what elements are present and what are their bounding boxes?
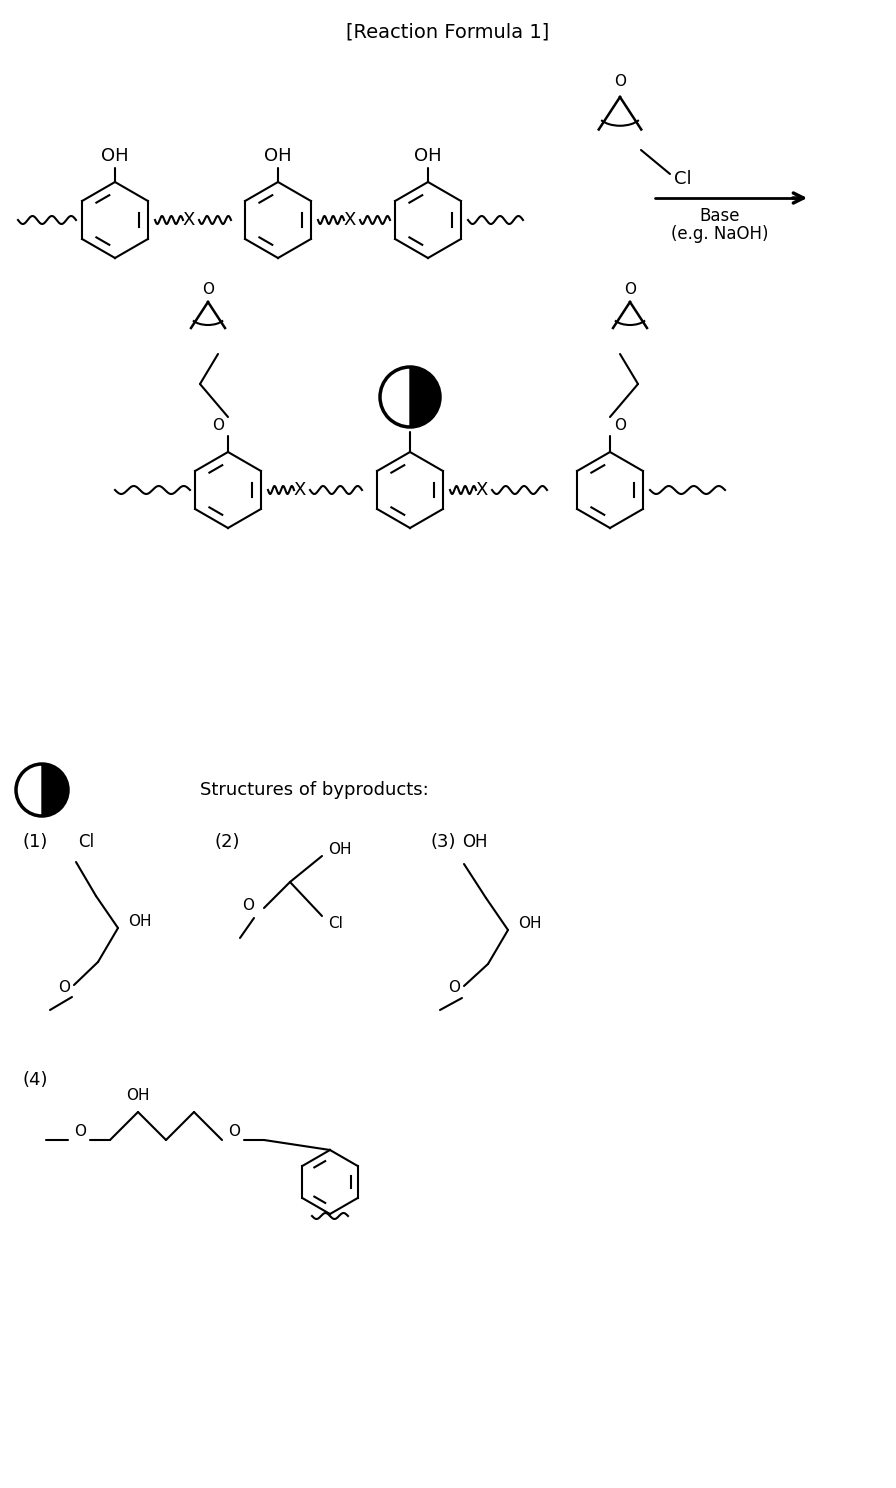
- Text: OH: OH: [328, 842, 352, 857]
- Text: O: O: [614, 418, 626, 433]
- Text: O: O: [74, 1125, 86, 1140]
- Text: Cl: Cl: [78, 833, 94, 851]
- Text: OH: OH: [518, 917, 542, 931]
- Text: Structures of byproducts:: Structures of byproducts:: [200, 781, 429, 799]
- Text: O: O: [624, 283, 636, 298]
- Text: OH: OH: [264, 147, 292, 165]
- Text: X: X: [476, 481, 488, 498]
- Text: OH: OH: [414, 147, 442, 165]
- Text: O: O: [448, 981, 460, 995]
- Text: O: O: [614, 74, 626, 89]
- Text: OH: OH: [126, 1089, 150, 1104]
- Circle shape: [380, 368, 440, 427]
- Text: X: X: [183, 211, 195, 229]
- Text: OH: OH: [128, 915, 151, 930]
- Text: (e.g. NaOH): (e.g. NaOH): [671, 225, 769, 243]
- Text: OH: OH: [101, 147, 129, 165]
- Circle shape: [16, 763, 68, 815]
- Text: O: O: [202, 283, 214, 298]
- Text: [Reaction Formula 1]: [Reaction Formula 1]: [347, 22, 549, 42]
- Text: O: O: [228, 1125, 240, 1140]
- Text: Cl: Cl: [329, 917, 343, 931]
- Text: X: X: [344, 211, 357, 229]
- Text: (4): (4): [22, 1071, 47, 1089]
- Text: O: O: [212, 418, 224, 433]
- Text: Cl: Cl: [674, 170, 692, 187]
- Wedge shape: [410, 368, 440, 427]
- Text: X: X: [294, 481, 306, 498]
- Text: (3): (3): [430, 833, 455, 851]
- Text: O: O: [58, 979, 70, 994]
- Text: O: O: [242, 899, 254, 914]
- Text: Base: Base: [700, 207, 740, 225]
- Wedge shape: [42, 763, 68, 815]
- Text: (2): (2): [215, 833, 240, 851]
- Text: OH: OH: [462, 833, 487, 851]
- Text: (1): (1): [22, 833, 47, 851]
